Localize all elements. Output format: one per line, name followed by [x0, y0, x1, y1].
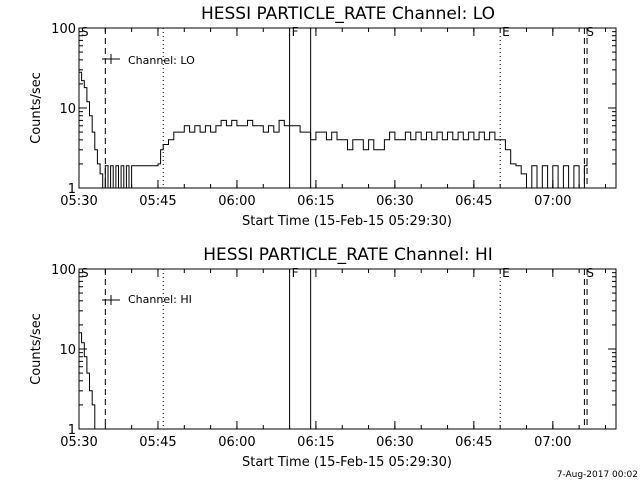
x-tick-label: 06:30 [376, 194, 413, 209]
x-tick-label: 06:00 [218, 194, 255, 209]
event-marker-label: S [586, 266, 594, 280]
x-tick-label: 07:00 [534, 435, 571, 450]
x-tick-label: 07:00 [534, 194, 571, 209]
legend-label: Channel: LO [128, 54, 195, 67]
x-tick-label: 05:45 [139, 435, 176, 450]
y-axis-label: Counts/sec [29, 313, 44, 385]
x-tick-label: 05:30 [60, 194, 97, 209]
series-line [79, 71, 588, 189]
x-axis-label: Start Time (15-Feb-15 05:29:30) [242, 214, 452, 229]
y-tick-label: 1 [68, 423, 76, 438]
x-axis-label: Start Time (15-Feb-15 05:29:30) [242, 455, 452, 470]
x-tick-label: 06:30 [376, 435, 413, 450]
x-tick-label: 05:30 [60, 435, 97, 450]
legend-label: Channel: HI [128, 293, 192, 306]
x-tick-label: 06:15 [297, 194, 334, 209]
x-tick-label: 06:45 [455, 194, 492, 209]
x-tick-label: 06:00 [218, 435, 255, 450]
top-panel: HESSI PARTICLE_RATE Channel: LO Counts/s… [29, 4, 617, 229]
event-marker-label: S [81, 266, 89, 280]
date-stamp: 7-Aug-2017 00:02 [557, 470, 638, 480]
chart-title: HESSI PARTICLE_RATE Channel: LO [201, 4, 495, 24]
chart-title: HESSI PARTICLE_RATE Channel: HI [203, 245, 493, 265]
event-marker-label: E [502, 25, 510, 39]
y-axis-label: Counts/sec [29, 72, 44, 144]
y-tick-label: 10 [59, 343, 76, 358]
x-tick-label: 05:45 [139, 194, 176, 209]
event-marker-label: S [81, 25, 89, 39]
y-tick-label: 100 [51, 22, 76, 37]
y-tick-label: 100 [51, 263, 76, 278]
event-marker-label: F [292, 25, 299, 39]
bottom-panel: HESSI PARTICLE_RATE Channel: HI Counts/s… [29, 245, 617, 470]
event-marker-label: S [586, 25, 594, 39]
event-marker-label: E [502, 266, 510, 280]
y-tick-label: 1 [68, 182, 76, 197]
y-tick-label: 10 [59, 102, 76, 117]
x-tick-label: 06:45 [455, 435, 492, 450]
x-tick-label: 06:15 [297, 435, 334, 450]
event-marker-label: F [292, 266, 299, 280]
series-line [79, 332, 96, 429]
